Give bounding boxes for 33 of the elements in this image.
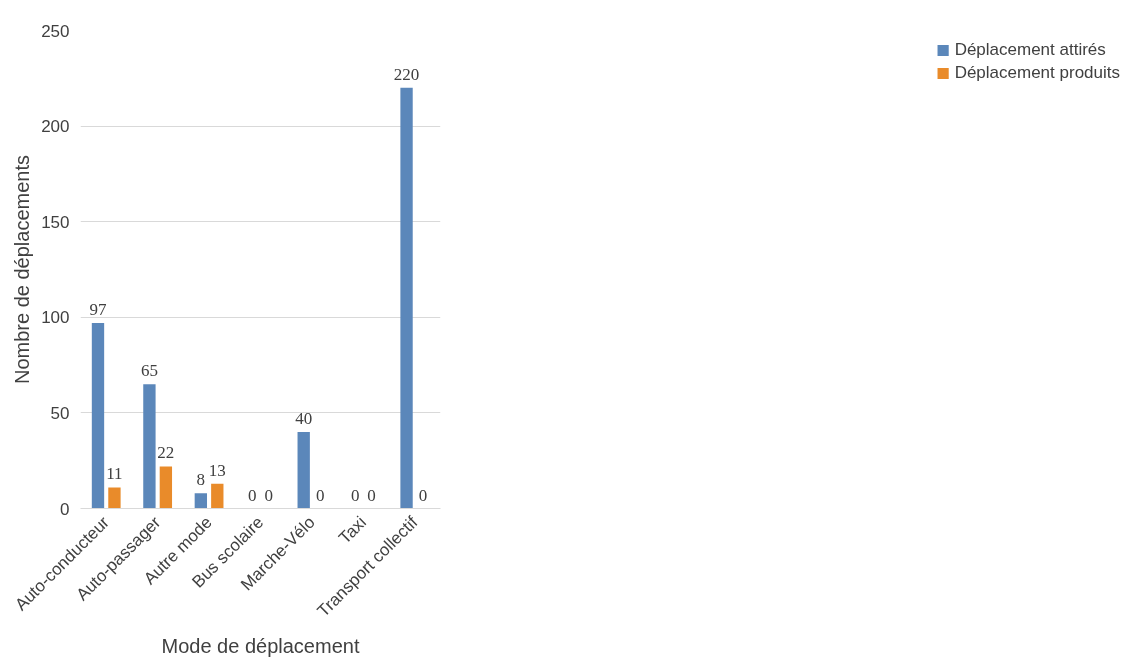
y-axis-title: Nombre de déplacements (11, 154, 34, 385)
bar (108, 487, 121, 509)
bar (91, 323, 105, 509)
x-axis-title: Mode de déplacement (161, 635, 360, 658)
data-label: 220 (393, 64, 420, 84)
data-label: 0 (248, 485, 257, 505)
data-label: 40 (295, 409, 313, 429)
data-label: 97 (89, 300, 107, 320)
data-label: 8 (196, 470, 206, 490)
data-label: 11 (106, 464, 123, 484)
data-label: 13 (208, 460, 226, 480)
data-label: 0 (367, 485, 376, 505)
data-label: 0 (350, 485, 360, 505)
data-label: 0 (264, 485, 273, 505)
data-label: 22 (157, 443, 175, 463)
y-tick-label: 0 (60, 499, 70, 519)
data-label: 0 (315, 485, 325, 505)
bar (400, 87, 413, 509)
y-tick-label: 250 (41, 21, 70, 41)
y-tick-label: 200 (41, 117, 70, 137)
bar (159, 466, 173, 509)
data-label: 0 (418, 485, 428, 505)
bar (194, 493, 208, 509)
y-tick-label: 100 (41, 308, 70, 328)
bar (297, 432, 310, 509)
bar (143, 384, 156, 509)
y-tick-label: 50 (50, 403, 70, 423)
bar (211, 483, 224, 509)
legend-label: Déplacement produits (954, 63, 1120, 83)
x-tick-label: Taxi (335, 512, 371, 548)
legend-label: Déplacement attirés (954, 40, 1106, 60)
data-label: 65 (140, 361, 158, 381)
y-tick-label: 150 (41, 212, 70, 232)
